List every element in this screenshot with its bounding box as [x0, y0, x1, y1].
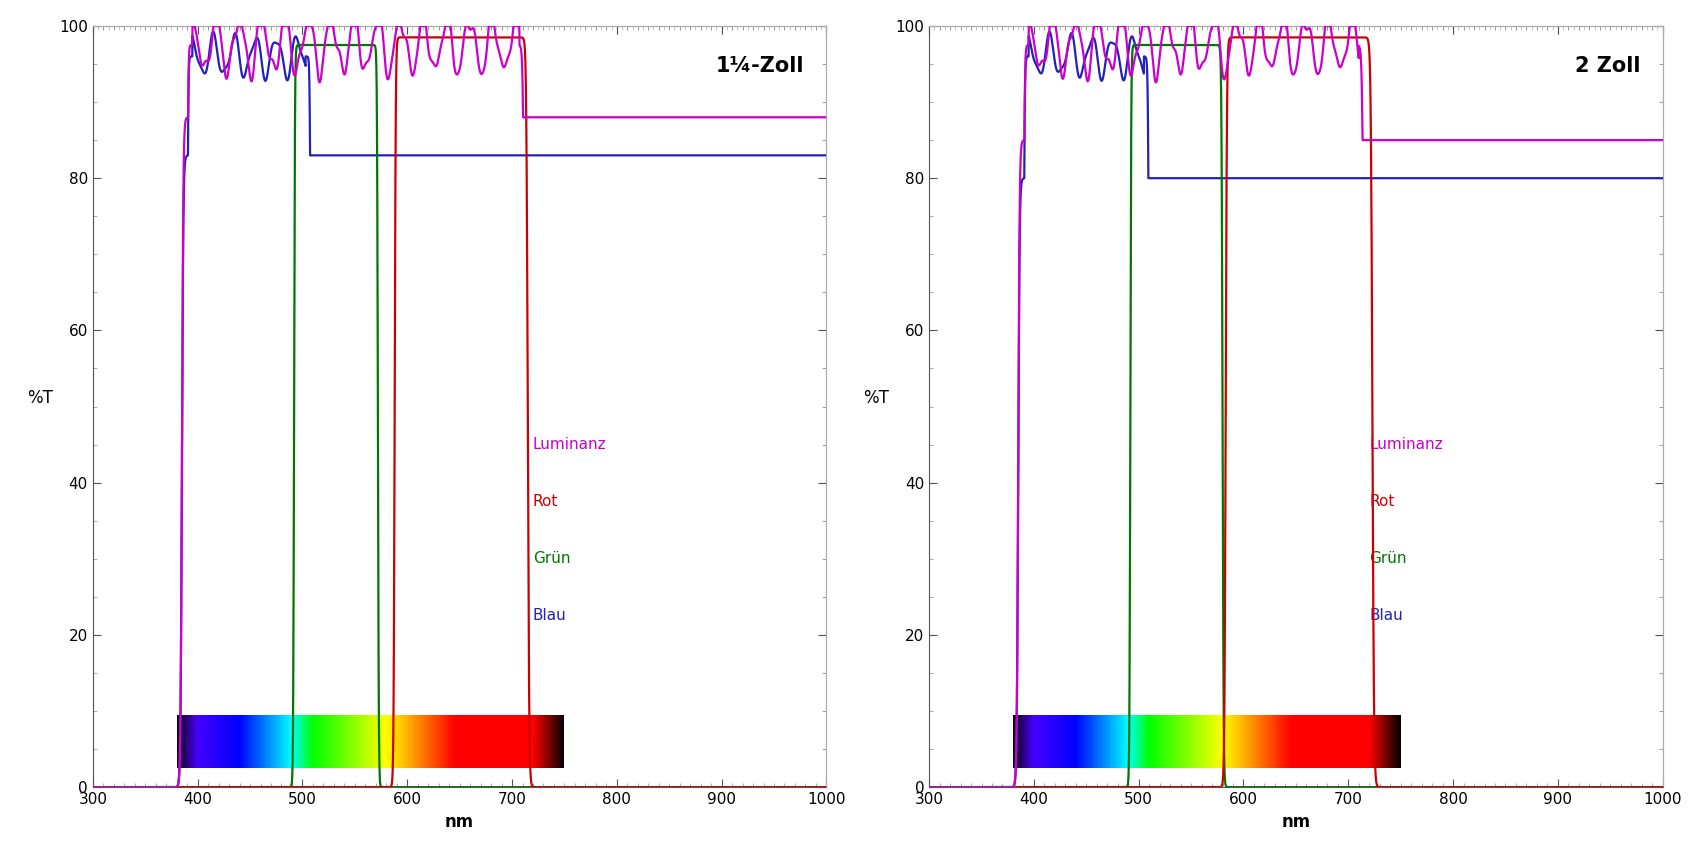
Text: Luminanz: Luminanz: [533, 437, 606, 452]
Text: Blau: Blau: [533, 608, 567, 624]
X-axis label: nm: nm: [1281, 812, 1310, 830]
Text: Grün: Grün: [1369, 551, 1406, 567]
Y-axis label: %T: %T: [863, 388, 890, 407]
Text: Rot: Rot: [533, 494, 559, 509]
Bar: [1013, 714, 1401, 768]
Text: 2 Zoll: 2 Zoll: [1575, 56, 1641, 76]
Y-axis label: %T: %T: [27, 388, 52, 407]
Bar: [177, 714, 564, 768]
Text: Blau: Blau: [1369, 608, 1403, 624]
Text: Luminanz: Luminanz: [1369, 437, 1443, 452]
Text: Grün: Grün: [533, 551, 571, 567]
Text: 1¼-Zoll: 1¼-Zoll: [716, 56, 805, 76]
X-axis label: nm: nm: [446, 812, 474, 830]
Text: Rot: Rot: [1369, 494, 1394, 509]
